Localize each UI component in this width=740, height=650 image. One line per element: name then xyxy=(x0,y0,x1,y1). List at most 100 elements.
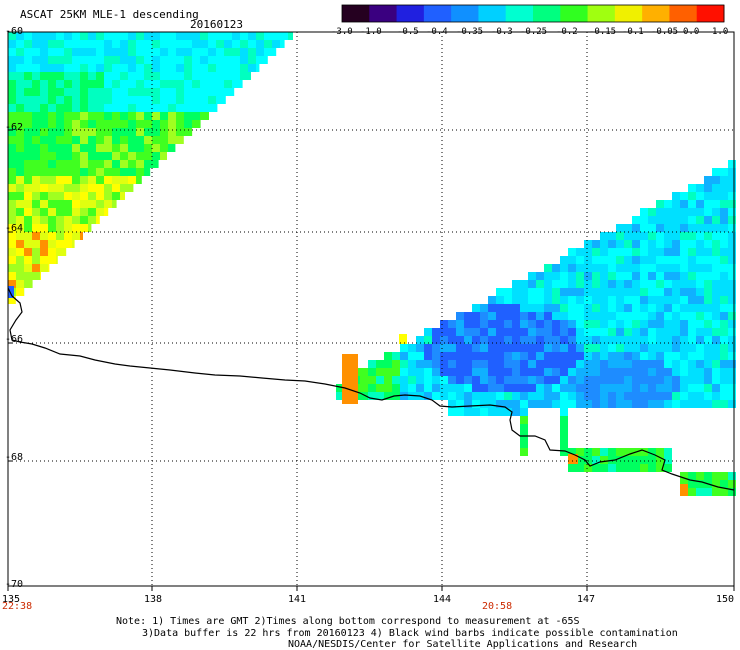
data-cell xyxy=(24,216,32,224)
data-cell xyxy=(208,80,216,88)
data-cell xyxy=(88,200,96,208)
data-cell xyxy=(16,32,24,40)
data-cell xyxy=(712,232,720,240)
data-cell xyxy=(64,104,72,112)
data-cell xyxy=(656,464,664,472)
data-cell xyxy=(32,152,40,160)
data-cell xyxy=(544,304,552,312)
data-cell xyxy=(712,240,720,248)
data-cell xyxy=(144,136,152,144)
data-cell xyxy=(608,312,616,320)
data-cell xyxy=(88,48,96,56)
data-cell xyxy=(152,48,160,56)
data-cell xyxy=(656,448,664,456)
data-cell xyxy=(32,192,40,200)
data-cell xyxy=(448,344,456,352)
data-cell xyxy=(72,240,75,248)
data-cell xyxy=(192,80,200,88)
data-cell xyxy=(576,328,584,336)
data-cell xyxy=(688,200,696,208)
data-cell xyxy=(342,354,358,404)
data-cell xyxy=(656,296,664,304)
data-cell xyxy=(440,328,448,336)
data-cell xyxy=(600,456,608,464)
data-cell xyxy=(96,96,104,104)
data-cell xyxy=(16,112,24,120)
data-cell xyxy=(72,208,80,216)
data-cell xyxy=(24,48,32,56)
data-cell xyxy=(208,56,216,64)
data-cell xyxy=(24,192,32,200)
data-cell xyxy=(88,168,96,176)
data-cell xyxy=(672,232,680,240)
data-cell xyxy=(520,328,528,336)
data-cell xyxy=(152,120,160,128)
data-cell xyxy=(40,200,48,208)
data-cell xyxy=(24,136,32,144)
data-cell xyxy=(48,64,56,72)
data-cell xyxy=(720,360,728,368)
data-cell xyxy=(96,112,104,120)
data-cell xyxy=(104,208,109,216)
data-cell xyxy=(472,400,480,408)
data-cell xyxy=(552,312,560,320)
data-cell xyxy=(208,96,216,104)
colorbar-segment xyxy=(614,5,643,22)
data-cell xyxy=(112,152,120,160)
data-cell xyxy=(264,48,272,56)
data-cell xyxy=(720,328,728,336)
data-cell xyxy=(560,264,568,272)
colorbar-segment xyxy=(396,5,425,22)
data-cell xyxy=(712,336,720,344)
data-cell xyxy=(104,40,112,48)
data-cell xyxy=(208,48,216,56)
data-cell xyxy=(424,376,432,384)
data-cell xyxy=(536,272,544,280)
data-cell xyxy=(600,384,608,392)
data-cell xyxy=(424,360,432,368)
data-cell xyxy=(640,232,648,240)
data-cell xyxy=(96,80,104,88)
data-cell xyxy=(608,296,616,304)
data-cell xyxy=(664,464,672,472)
data-cell xyxy=(440,368,448,376)
data-cell xyxy=(120,88,128,96)
data-cell xyxy=(712,176,720,184)
data-cell xyxy=(512,408,520,416)
data-cell xyxy=(592,360,600,368)
data-cell xyxy=(504,296,512,304)
data-cell xyxy=(32,208,40,216)
data-cell xyxy=(104,56,112,64)
data-cell xyxy=(576,464,584,472)
data-cell xyxy=(16,216,24,224)
data-cell xyxy=(128,160,136,168)
data-cell xyxy=(40,48,48,56)
colorbar-label: -0.1 xyxy=(622,27,644,37)
data-cell xyxy=(8,32,16,40)
data-cell xyxy=(120,32,128,40)
data-cell xyxy=(80,80,88,88)
data-cell xyxy=(648,336,656,344)
data-cell xyxy=(56,80,64,88)
data-cell xyxy=(648,288,656,296)
colorbar-segment xyxy=(642,5,670,22)
data-cell xyxy=(440,336,448,344)
data-cell xyxy=(712,376,720,384)
data-cell xyxy=(240,64,248,72)
data-cell xyxy=(712,168,720,176)
data-cell xyxy=(520,400,528,408)
data-cell xyxy=(616,288,624,296)
data-cell xyxy=(728,304,736,312)
data-cell xyxy=(656,272,664,280)
data-cell xyxy=(72,88,80,96)
data-cell xyxy=(584,352,592,360)
data-cell xyxy=(728,264,736,272)
data-cell xyxy=(592,296,600,304)
data-cell xyxy=(232,48,240,56)
data-cell xyxy=(504,352,512,360)
data-cell xyxy=(224,40,232,48)
data-cell xyxy=(672,192,680,200)
data-cell xyxy=(112,40,120,48)
data-cell xyxy=(72,72,80,80)
data-cell xyxy=(72,216,80,224)
